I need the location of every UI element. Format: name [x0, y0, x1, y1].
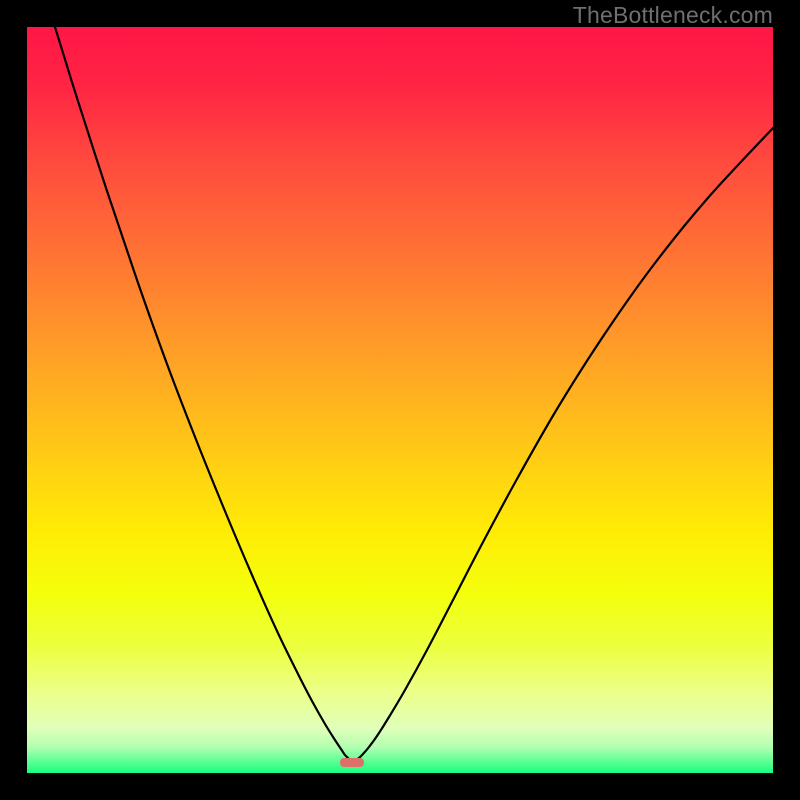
plot-area — [27, 27, 773, 773]
watermark-text: TheBottleneck.com — [573, 2, 773, 29]
chart-frame: TheBottleneck.com — [0, 0, 800, 800]
chart-svg — [27, 27, 773, 773]
optimum-marker — [340, 758, 364, 767]
gradient-background — [27, 27, 773, 773]
